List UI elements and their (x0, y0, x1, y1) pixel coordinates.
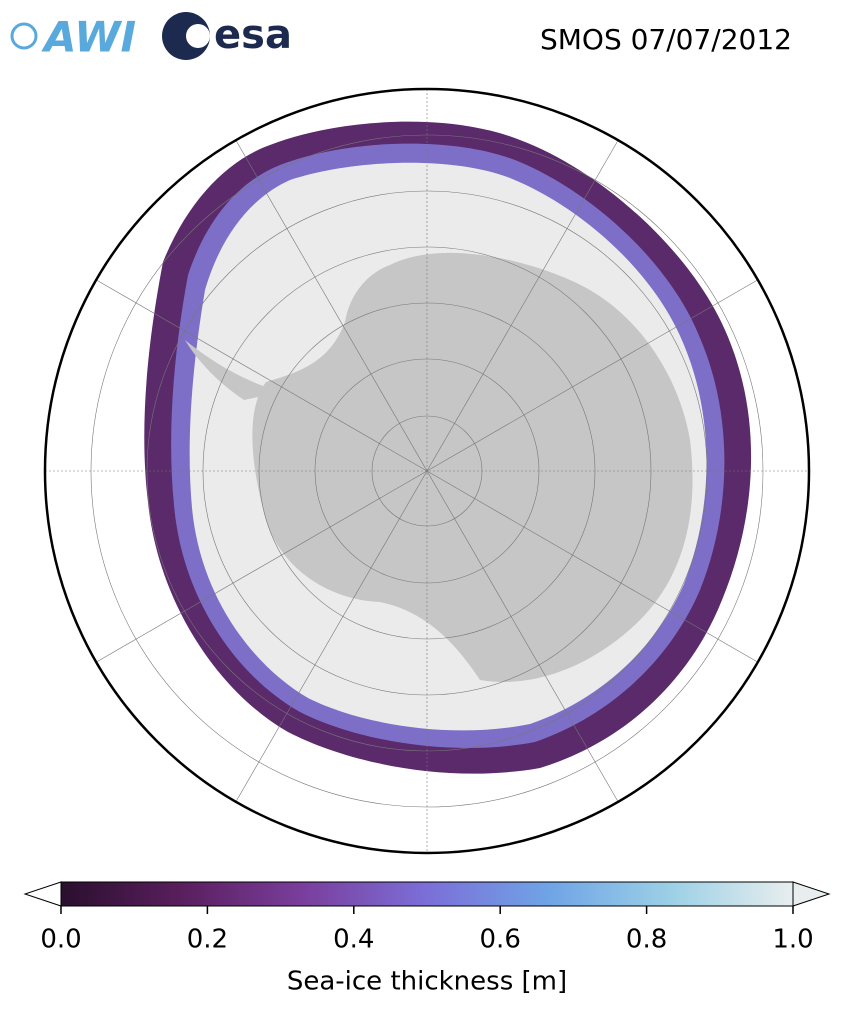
colorbar-tick-label: 0.4 (333, 925, 374, 955)
antarctica (252, 252, 693, 682)
esa-logo: esa (162, 12, 292, 60)
graticule (45, 89, 809, 853)
peninsula (185, 340, 282, 400)
colorbar-label: Sea-ice thickness [m] (287, 967, 567, 997)
colorbar-bar (60, 881, 794, 907)
colorbar-extend-high (792, 881, 831, 907)
colorbar: 0.0 0.2 0.4 0.6 0.8 1.0 (23, 881, 831, 955)
title: SMOS 07/07/2012 (540, 23, 792, 56)
map (45, 89, 809, 853)
awi-logo-text: AWI (41, 13, 136, 62)
colorbar-tick-label: 1.0 (772, 925, 813, 955)
colorbar-tick-label: 0.8 (626, 925, 667, 955)
esa-logo-text: esa (214, 12, 292, 58)
colorbar-tick-label: 0.2 (187, 925, 228, 955)
colorbar-extend-low (23, 881, 62, 907)
colorbar-tick-label: 0.0 (40, 925, 81, 955)
colorbar-tick-label: 0.6 (480, 925, 521, 955)
awi-logo: AWI (10, 13, 136, 62)
map-frame (43, 87, 811, 855)
